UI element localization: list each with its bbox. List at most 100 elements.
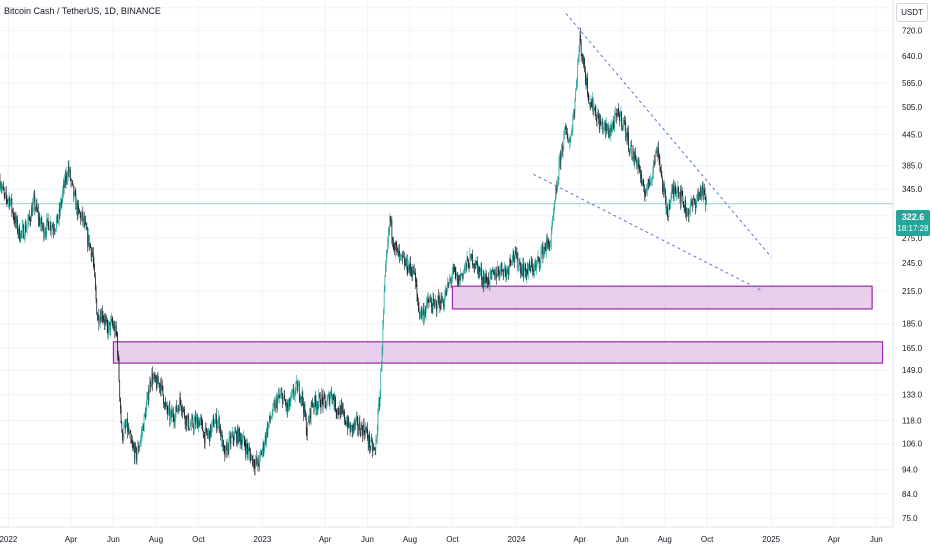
price-axis[interactable]: 800.0720.0640.0565.0505.0445.0385.0345.0… [902,4,923,523]
candle-body [456,274,457,275]
candle-body [399,254,401,256]
candle-body [285,400,286,404]
candle-body [100,316,102,322]
candle-body [529,263,531,267]
candle-body [349,424,351,433]
candle-body [374,447,375,449]
candle-body [685,200,686,214]
candle-body [203,432,205,438]
time-axis[interactable]: 2022 Apr Jun Aug Oct 2023 Apr Jun Aug Oct 2024 Apr J… [0,535,883,544]
candle-body [29,218,31,222]
candle-body [28,214,29,221]
candle-body [649,180,651,186]
candle-body [158,383,160,384]
candle-body [562,148,564,152]
candle-body [520,263,521,274]
candle-body [88,234,90,248]
candle-body [213,418,215,427]
candle-body [565,125,567,133]
candle-body [590,101,592,105]
candle-body [639,169,640,170]
candle-body [160,384,162,392]
candle-body [342,407,343,410]
candle-body [334,396,336,407]
candle-body [233,438,235,440]
candle-body [328,394,330,405]
candle-body [189,425,191,430]
candle-body [515,250,517,253]
candle-body [599,119,601,130]
candle-body [101,310,102,322]
candle-body [676,189,678,192]
candle-body [307,421,309,422]
candle-body [517,252,519,268]
candle-body [271,414,273,418]
candle-body [490,271,492,272]
candle-body [572,118,574,132]
candle-body [19,240,21,241]
candle-body [585,71,586,78]
candle-body [636,159,638,168]
candle-body [282,396,284,404]
candle-body [575,91,576,102]
candle-body [364,431,366,436]
candle-body [378,403,379,412]
candle-body [662,184,664,192]
candle-body [410,262,412,270]
candle-body [182,411,183,413]
candle-body [163,394,164,404]
candle-body [30,208,32,222]
candle-body [637,163,638,168]
candle-body [358,428,359,430]
candle-body [494,269,496,279]
candle-body [317,403,319,409]
candle-body [493,271,494,275]
candle-body [143,425,144,431]
y-tick-label: 185.0 [902,320,923,329]
candle-body [96,299,98,315]
candle-body [701,188,702,198]
candle-body [253,459,255,466]
candle-body [443,304,445,307]
candle-body [163,403,165,407]
candle-body [166,403,168,410]
candle-body [533,269,535,273]
y-tick-label: 720.0 [902,27,923,36]
candle-body [266,428,268,435]
candle-body [397,248,399,257]
candle-body [506,270,508,276]
candle-body [87,228,89,245]
candle-body [486,281,488,287]
candle-body [481,279,483,283]
candle-body [496,275,498,278]
candle-body [571,134,572,136]
x-tick-label: Apr [319,535,332,544]
candle-body [633,151,635,163]
candle-body [530,266,531,272]
candle-body [384,275,386,292]
candle-body [356,417,358,419]
candle-body [642,181,643,185]
candle-body [44,233,45,238]
candle-body [481,268,482,280]
candle-body [525,263,526,272]
candle-body [345,422,347,426]
candle-body [260,452,262,454]
x-tick-label: Jun [361,535,374,544]
candle-body [186,418,188,426]
candle-body [341,405,343,408]
candle-body [177,407,179,409]
candle-body [97,314,99,321]
y-tick-label: 385.0 [902,162,923,171]
candle-body [259,453,261,455]
candle-body [436,308,438,311]
candle-body [90,244,91,248]
candle-body [48,222,50,231]
candle-body [608,127,610,137]
currency-selector[interactable]: USDT [896,3,928,22]
candle-body [287,405,289,411]
candle-body [614,114,615,128]
candle-body [638,160,640,170]
candle-body [135,446,137,449]
